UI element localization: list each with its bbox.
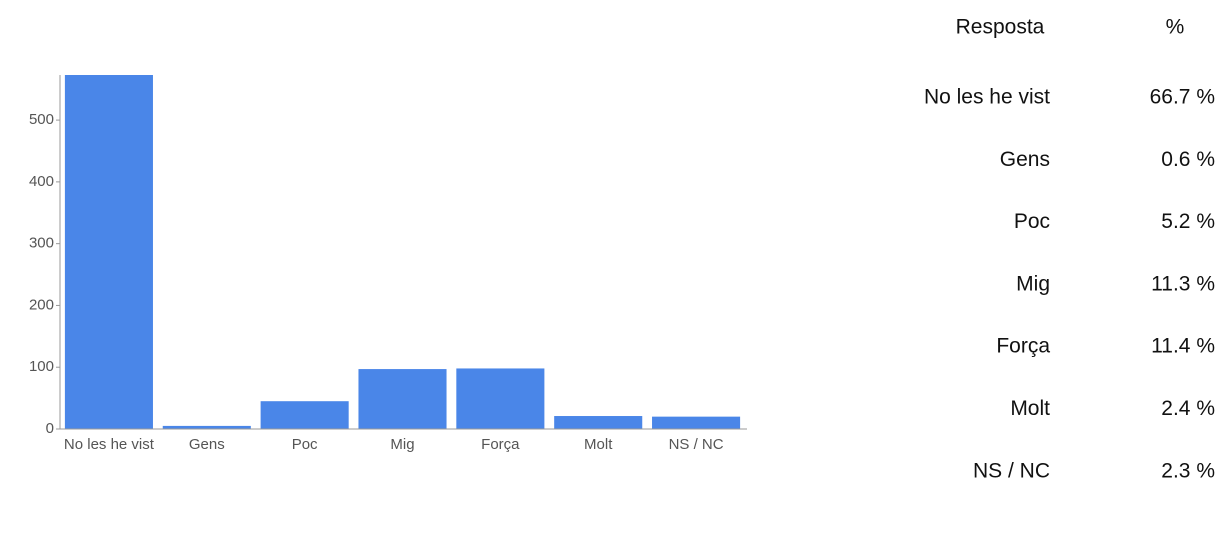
row-label: Força: [996, 335, 1050, 358]
row-label: Gens: [1000, 148, 1050, 171]
row-percent: 5.2 %: [1161, 210, 1215, 233]
x-tick-label: Mig: [390, 436, 414, 453]
y-tick-label: 400: [29, 173, 54, 190]
row-label: Mig: [1016, 272, 1050, 295]
table-header: Resposta: [956, 16, 1045, 39]
table-header: %: [1166, 16, 1185, 39]
y-tick-label: 200: [29, 296, 54, 313]
x-tick-label: Força: [481, 436, 520, 453]
bar: [64, 75, 153, 429]
row-percent: 2.3 %: [1161, 459, 1215, 482]
bar: [456, 368, 545, 429]
bar: [652, 416, 741, 429]
row-label: Molt: [1010, 397, 1050, 420]
bar: [358, 369, 447, 429]
y-tick-label: 300: [29, 235, 54, 252]
row-label: Poc: [1014, 210, 1050, 233]
bar: [162, 425, 251, 429]
row-percent: 0.6 %: [1161, 148, 1215, 171]
y-tick-label: 500: [29, 111, 54, 128]
x-tick-label: Poc: [292, 436, 318, 453]
bar: [554, 416, 643, 429]
x-tick-label: NS / NC: [669, 436, 724, 453]
x-tick-label: Gens: [189, 436, 225, 453]
x-tick-label: Molt: [584, 436, 613, 453]
row-percent: 2.4 %: [1161, 397, 1215, 420]
y-tick-label: 0: [46, 420, 54, 437]
row-percent: 66.7 %: [1150, 86, 1215, 109]
bar: [260, 401, 349, 429]
row-label: NS / NC: [973, 459, 1050, 482]
x-tick-label: No les he vist: [64, 436, 155, 453]
y-tick-label: 100: [29, 358, 54, 375]
row-percent: 11.3 %: [1151, 272, 1215, 295]
row-label: No les he vist: [924, 86, 1050, 109]
row-percent: 11.4 %: [1151, 335, 1215, 358]
plot-area: [64, 75, 741, 429]
